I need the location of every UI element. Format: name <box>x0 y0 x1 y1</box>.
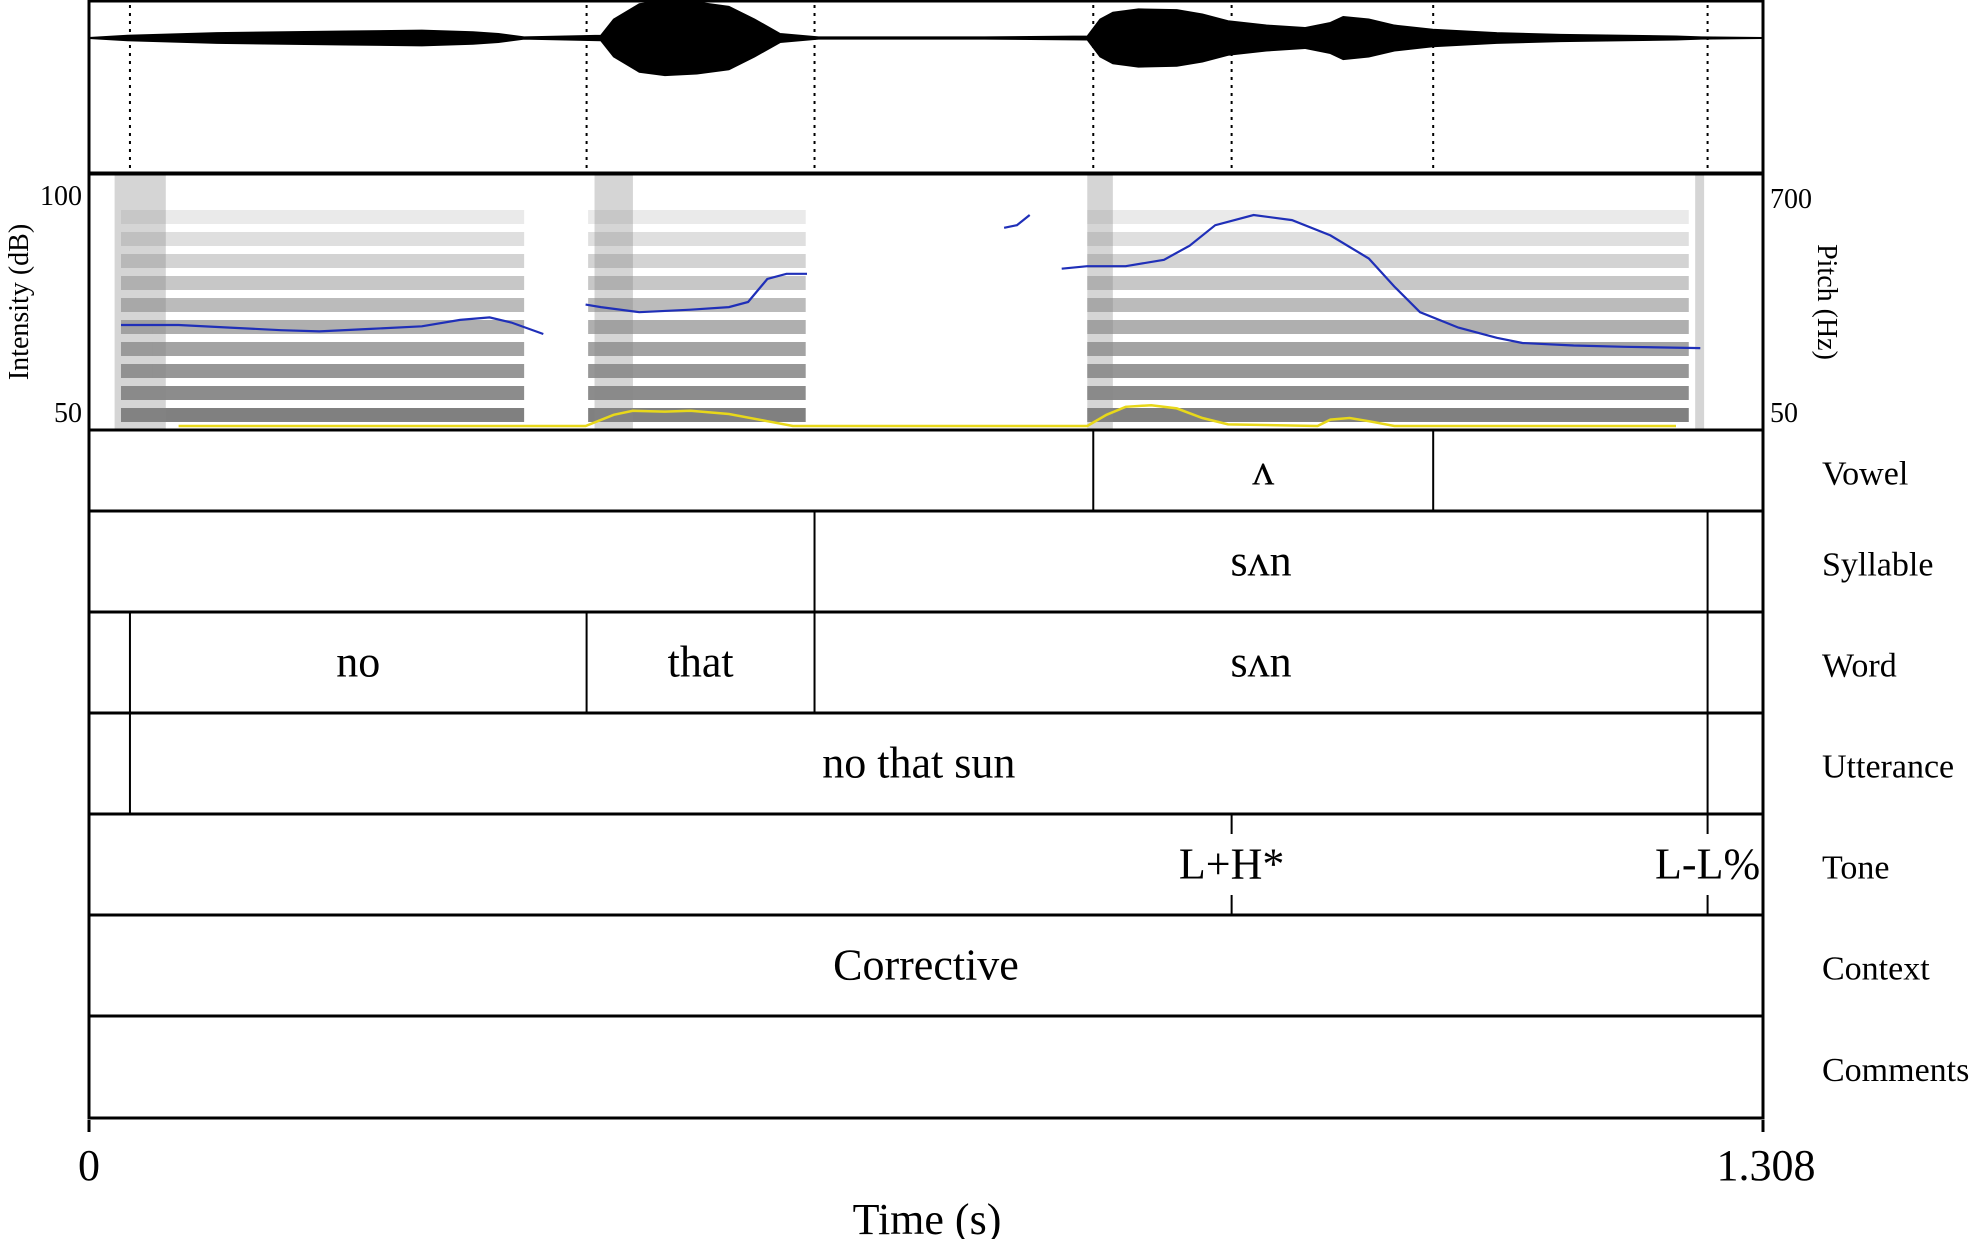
pitch-track <box>121 213 1701 350</box>
spectrogram-band <box>588 386 806 400</box>
spectrogram-burst <box>152 174 166 430</box>
spectrogram-band <box>120 232 525 246</box>
pitch-segment-3 <box>1061 213 1701 350</box>
spectrogram-band <box>120 298 525 312</box>
time-axis-label: Time (s) <box>853 1195 1002 1239</box>
textgrid: Vowel ʌ Syllable sʌn Word no that sʌn Utterance n… <box>87 428 1969 1120</box>
time-axis: 0 1.308 Time (s) <box>78 1120 1816 1239</box>
spectrogram-band <box>120 408 525 422</box>
spectrogram-band <box>1087 232 1689 246</box>
interval-label: no <box>336 638 380 687</box>
waveform-boundary-markers <box>128 5 1709 171</box>
pitch-segment-1 <box>585 272 807 314</box>
spectrogram-band <box>120 276 525 290</box>
spectrogram-burst <box>1695 174 1705 430</box>
spectrogram-band <box>588 210 806 224</box>
intensity-axis-label: Intensity (dB) <box>4 224 35 380</box>
time-start-label: 0 <box>78 1141 100 1190</box>
spectrogram-band <box>1087 298 1689 312</box>
interval-label: ʌ <box>1252 446 1274 495</box>
tier-tone: Tone L+H* L-L% <box>87 812 1890 917</box>
spectrogram-band <box>1087 364 1689 378</box>
spectrogram-panel <box>87 172 1765 432</box>
spectrogram-band <box>120 386 525 400</box>
tier-name: Tone <box>1822 850 1890 887</box>
pitch-min-label: 50 <box>1770 398 1798 429</box>
interval-label: Corrective <box>833 941 1019 990</box>
spectrogram-burst <box>114 174 153 430</box>
pitch-axis-label: Pitch (Hz) <box>1811 244 1842 360</box>
spectrogram-band <box>588 232 806 246</box>
spectrogram-band <box>588 342 806 356</box>
spectrogram <box>114 174 1705 430</box>
spectrogram-band <box>588 364 806 378</box>
pitch-max-label: 700 <box>1770 184 1812 215</box>
point-label: L+H* <box>1179 840 1284 889</box>
pitch-segment-2 <box>1003 214 1031 229</box>
tier-context: Context Corrective <box>87 913 1930 1018</box>
tier-comments: Comments <box>87 1014 1969 1120</box>
spectrogram-band <box>1087 210 1689 224</box>
point-label: L-L% <box>1655 840 1760 889</box>
tier-syllable: Syllable sʌn <box>87 509 1933 614</box>
tier-name: Vowel <box>1822 456 1908 493</box>
tier-name: Utterance <box>1822 749 1954 786</box>
intensity-max-label: 100 <box>40 181 82 212</box>
interval-label: sʌn <box>1231 638 1292 687</box>
tier-vowel: Vowel ʌ <box>87 428 1908 513</box>
spectrogram-band <box>120 342 525 356</box>
spectrogram-band <box>120 364 525 378</box>
interval-label: sʌn <box>1231 537 1292 586</box>
spectrogram-band <box>588 254 806 268</box>
interval-label: that <box>668 638 734 687</box>
spectrogram-band <box>588 320 806 334</box>
spectrogram-band <box>120 320 525 334</box>
spectrogram-burst <box>1087 174 1113 430</box>
spectrogram-band <box>588 276 806 290</box>
spectrogram-band <box>120 254 525 268</box>
waveform-panel <box>87 0 1765 175</box>
spectrogram-band <box>1087 254 1689 268</box>
spectrogram-band <box>1087 320 1689 334</box>
spectrogram-burst <box>594 174 633 430</box>
spectrogram-band <box>1087 386 1689 400</box>
interval-label: no that sun <box>822 739 1015 788</box>
intensity-min-label: 50 <box>54 398 82 429</box>
spectrogram-band <box>120 210 525 224</box>
intensity-track <box>178 403 1676 428</box>
tier-name: Word <box>1822 648 1897 685</box>
tier-name: Context <box>1822 951 1930 988</box>
spectrogram-band <box>1087 276 1689 290</box>
pitch-segment-0 <box>121 316 544 336</box>
spectrogram-band <box>1087 408 1689 422</box>
spectrogram-band <box>1087 342 1689 356</box>
waveform <box>89 1 1763 77</box>
tier-name: Comments <box>1822 1052 1969 1089</box>
tier-utterance: Utterance no that sun <box>87 711 1954 816</box>
time-end-label: 1.308 <box>1717 1141 1816 1190</box>
tier-word: Word no that sʌn <box>87 610 1897 715</box>
tier-name: Syllable <box>1822 547 1933 584</box>
spectrogram-band <box>588 298 806 312</box>
